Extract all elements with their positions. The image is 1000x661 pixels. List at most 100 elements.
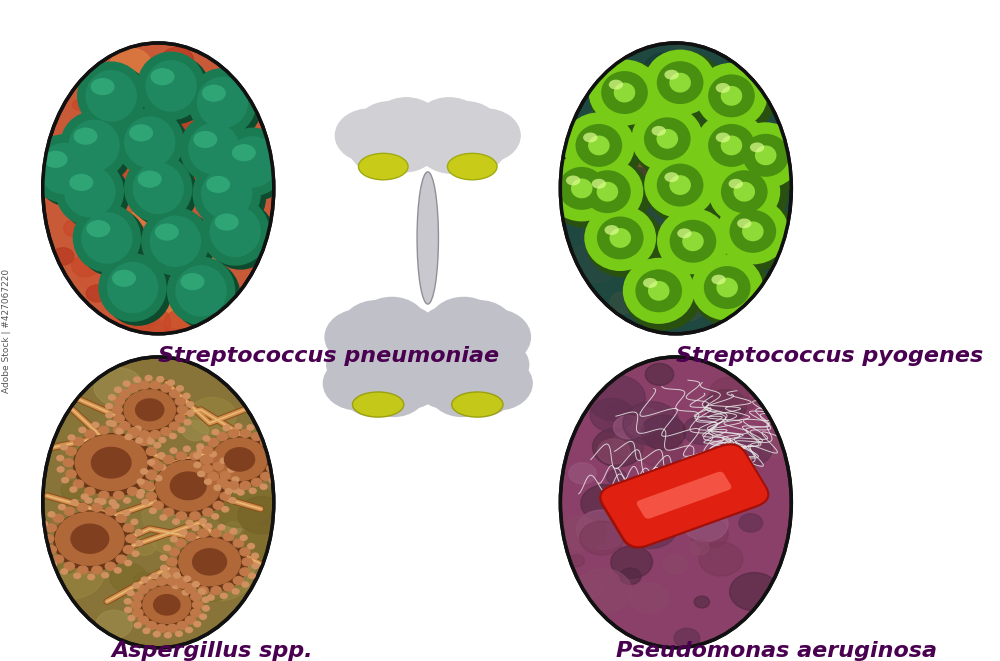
- Circle shape: [267, 446, 277, 454]
- Circle shape: [134, 377, 140, 382]
- Circle shape: [105, 507, 115, 515]
- Circle shape: [342, 301, 411, 354]
- Circle shape: [194, 462, 201, 467]
- Ellipse shape: [692, 256, 771, 327]
- Circle shape: [124, 390, 175, 430]
- Circle shape: [182, 590, 189, 595]
- Circle shape: [165, 192, 194, 215]
- Circle shape: [222, 507, 229, 512]
- Circle shape: [419, 340, 484, 390]
- Circle shape: [327, 340, 392, 390]
- Circle shape: [180, 529, 187, 535]
- Ellipse shape: [566, 175, 580, 185]
- Circle shape: [232, 477, 239, 483]
- Ellipse shape: [711, 275, 726, 284]
- Circle shape: [662, 222, 697, 250]
- Circle shape: [669, 293, 705, 321]
- Ellipse shape: [188, 123, 240, 175]
- Circle shape: [136, 399, 164, 420]
- Circle shape: [194, 621, 201, 627]
- Circle shape: [202, 605, 209, 611]
- Ellipse shape: [583, 132, 597, 142]
- Circle shape: [192, 582, 199, 587]
- Circle shape: [703, 167, 741, 196]
- Circle shape: [198, 529, 208, 537]
- Circle shape: [44, 535, 54, 543]
- Ellipse shape: [575, 124, 622, 167]
- Circle shape: [139, 480, 149, 488]
- Circle shape: [623, 507, 678, 549]
- Ellipse shape: [65, 115, 133, 184]
- Ellipse shape: [635, 270, 682, 313]
- Circle shape: [597, 439, 630, 464]
- Circle shape: [150, 430, 160, 438]
- Circle shape: [228, 467, 235, 472]
- Circle shape: [370, 119, 438, 172]
- Circle shape: [163, 310, 200, 338]
- Circle shape: [64, 219, 87, 237]
- Ellipse shape: [643, 278, 657, 288]
- Circle shape: [106, 403, 112, 408]
- Circle shape: [160, 515, 167, 520]
- Ellipse shape: [670, 219, 716, 262]
- Circle shape: [586, 375, 645, 420]
- Circle shape: [730, 572, 779, 611]
- Circle shape: [223, 583, 234, 591]
- Circle shape: [701, 131, 727, 151]
- Ellipse shape: [601, 71, 648, 114]
- Circle shape: [232, 487, 239, 492]
- Ellipse shape: [185, 118, 253, 187]
- Ellipse shape: [664, 69, 679, 79]
- Circle shape: [131, 210, 152, 225]
- Circle shape: [177, 621, 187, 629]
- Ellipse shape: [188, 68, 257, 137]
- Ellipse shape: [657, 164, 703, 207]
- Circle shape: [125, 434, 132, 440]
- Circle shape: [123, 545, 134, 553]
- Circle shape: [459, 309, 530, 365]
- Circle shape: [623, 402, 679, 445]
- Circle shape: [211, 529, 221, 537]
- Circle shape: [683, 416, 719, 444]
- Circle shape: [143, 121, 177, 147]
- Circle shape: [129, 75, 146, 88]
- Circle shape: [136, 438, 143, 443]
- Circle shape: [200, 455, 210, 463]
- Ellipse shape: [358, 153, 408, 180]
- Circle shape: [116, 428, 123, 434]
- Circle shape: [269, 455, 279, 463]
- Circle shape: [48, 512, 55, 517]
- Circle shape: [641, 415, 686, 449]
- Circle shape: [617, 154, 653, 182]
- Ellipse shape: [218, 128, 287, 196]
- Circle shape: [185, 616, 196, 624]
- Circle shape: [249, 573, 256, 578]
- Circle shape: [650, 79, 690, 110]
- Circle shape: [191, 554, 209, 568]
- Circle shape: [240, 568, 250, 576]
- Circle shape: [371, 305, 436, 356]
- Circle shape: [161, 565, 167, 570]
- Circle shape: [220, 492, 230, 500]
- Circle shape: [112, 231, 140, 253]
- Circle shape: [242, 558, 252, 566]
- Circle shape: [624, 407, 662, 436]
- Ellipse shape: [35, 138, 104, 207]
- Circle shape: [112, 503, 119, 508]
- Circle shape: [145, 375, 152, 381]
- Circle shape: [200, 614, 206, 619]
- Circle shape: [184, 576, 191, 582]
- Circle shape: [208, 547, 256, 584]
- Circle shape: [235, 424, 242, 429]
- Circle shape: [610, 292, 638, 313]
- Circle shape: [607, 470, 627, 485]
- Ellipse shape: [115, 108, 184, 176]
- Circle shape: [61, 569, 68, 574]
- Ellipse shape: [137, 52, 205, 120]
- Circle shape: [191, 249, 223, 274]
- Ellipse shape: [564, 114, 642, 185]
- Circle shape: [659, 126, 693, 152]
- Circle shape: [569, 555, 584, 566]
- Circle shape: [116, 555, 126, 563]
- Circle shape: [91, 447, 131, 478]
